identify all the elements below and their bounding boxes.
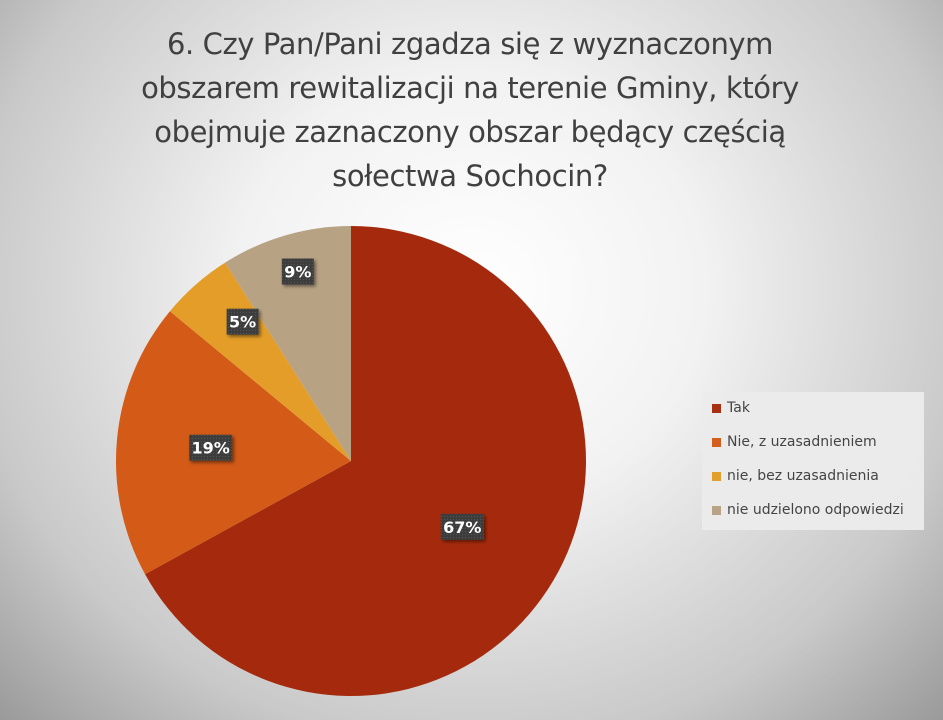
data-label-2: 19% <box>189 434 233 461</box>
data-label-text: 67% <box>443 518 481 537</box>
legend-swatch <box>712 403 721 413</box>
legend-item: Tak <box>712 398 750 418</box>
chart-legend: Tak Nie, z uzasadnieniem nie, bez uzasadni… <box>702 392 924 530</box>
legend-swatch <box>712 505 721 515</box>
pie-slice-2 <box>116 311 351 575</box>
data-label-box <box>281 258 314 285</box>
data-label-1: 67% <box>440 513 484 540</box>
pie-slice-3 <box>169 262 351 461</box>
legend-item: nie udzielono odpowiedzi <box>712 500 904 520</box>
chart-title: 6. Czy Pan/Pani zgadza się z wyznaczonym… <box>141 27 799 193</box>
legend-label: Tak <box>727 400 750 416</box>
legend-label: nie, bez uzasadnienia <box>727 468 879 484</box>
data-label-text: 5% <box>229 313 256 332</box>
data-label-3: 5% <box>226 308 259 335</box>
legend-item: nie, bez uzasadnienia <box>712 466 879 486</box>
data-label-4: 9% <box>281 258 314 285</box>
data-label-text: 9% <box>284 263 311 282</box>
pie-slice-1 <box>145 226 587 696</box>
data-label-box <box>189 434 233 461</box>
data-label-text: 19% <box>191 439 229 458</box>
legend-swatch <box>712 437 721 447</box>
legend-swatch <box>712 471 721 481</box>
legend-label: Nie, z uzasadnieniem <box>727 434 877 450</box>
data-label-box <box>226 308 259 335</box>
legend-label: nie udzielono odpowiedzi <box>727 502 904 518</box>
legend-item: Nie, z uzasadnieniem <box>712 432 877 452</box>
data-label-box <box>440 513 484 540</box>
pie-slice-4 <box>225 226 351 461</box>
